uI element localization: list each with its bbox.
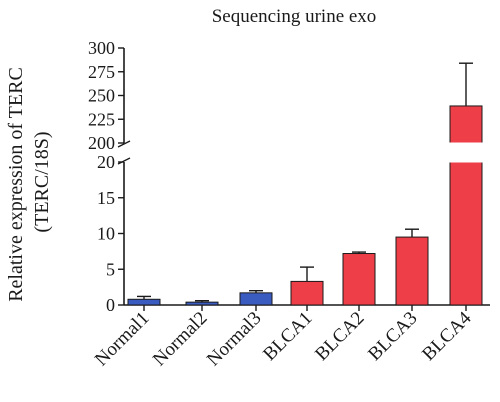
bar-Normal3	[239, 292, 273, 306]
bar-Normal1	[127, 298, 161, 306]
x-category-labels: Normal1Normal2Normal3BLCA1BLCA2BLCA3BLCA…	[91, 307, 476, 370]
x-tick-label-BLCA4: BLCA4	[418, 307, 476, 365]
x-tick-label-BLCA3: BLCA3	[364, 308, 421, 365]
y-tick-label-lower-4: 20	[97, 152, 115, 172]
y-tick-label-lower-0: 0	[106, 295, 115, 315]
x-tick-label-Normal1: Normal1	[91, 308, 154, 371]
y-tick-label-upper-2: 250	[88, 86, 115, 106]
axes	[117, 48, 490, 311]
x-tick-label-BLCA2: BLCA2	[311, 308, 368, 365]
y-axis-label-line2: (TERC/18S)	[31, 131, 53, 232]
bar-BLCA4-upper	[449, 105, 483, 144]
bar-Normal2	[185, 301, 219, 306]
bars	[127, 62, 483, 306]
x-tick-label-BLCA1: BLCA1	[259, 308, 316, 365]
y-tick-label-upper-0: 200	[88, 133, 115, 153]
bar-BLCA1	[290, 280, 324, 306]
y-tick-label-lower-3: 15	[97, 188, 115, 208]
x-tick-label-Normal2: Normal2	[149, 308, 212, 371]
bar-BLCA4-break-gap	[449, 142, 483, 163]
x-tick-label-Normal3: Normal3	[203, 308, 266, 371]
y-tick-label-upper-3: 275	[88, 62, 115, 82]
y-tick-label-upper-4: 300	[88, 38, 115, 58]
y-tick-label-lower-1: 5	[106, 259, 115, 279]
bar-BLCA4-lower	[449, 161, 483, 306]
axis-break-mark-upper	[117, 140, 131, 148]
y-axis-label: Relative expression of TERC (TERC/18S)	[5, 62, 53, 302]
chart-title: Sequencing urine exo	[212, 6, 377, 27]
bar-BLCA3	[395, 236, 429, 306]
axis-break-mark-lower	[117, 157, 131, 165]
y-tick-label-lower-2: 10	[97, 224, 115, 244]
y-axis-label-line1: Relative expression of TERC	[5, 67, 27, 302]
bar-BLCA2	[342, 253, 376, 306]
y-tick-label-upper-1: 225	[88, 109, 115, 129]
